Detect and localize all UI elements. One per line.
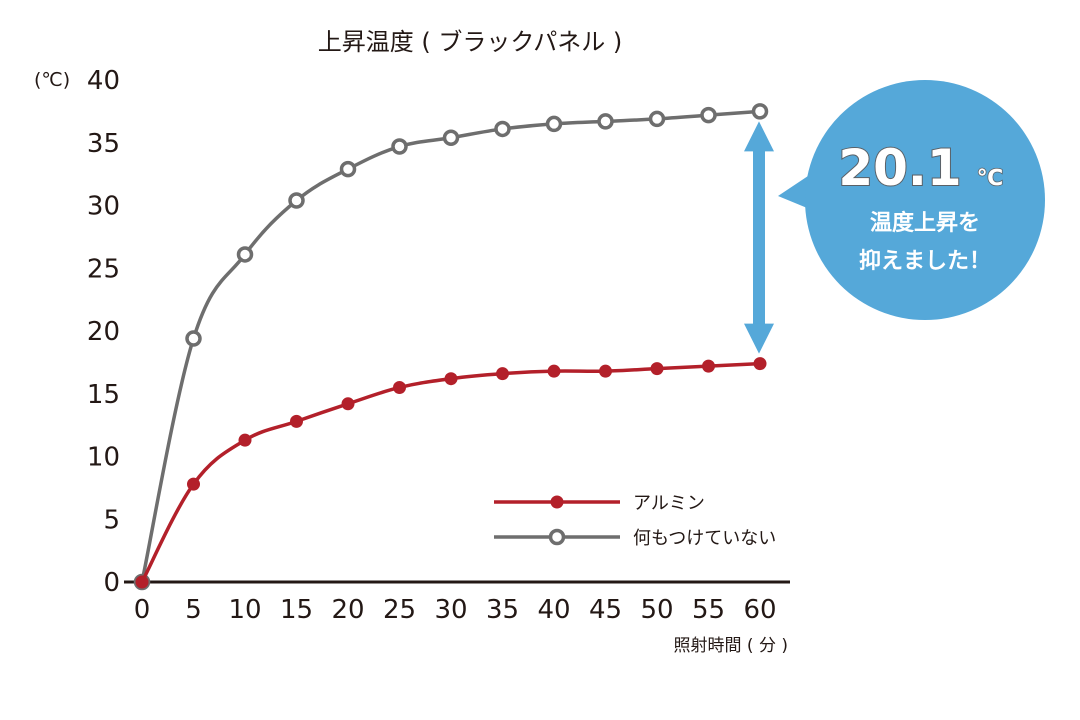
legend-marker-untreated xyxy=(548,528,566,546)
x-tick-label: 60 xyxy=(743,595,776,625)
x-tick-label: 0 xyxy=(134,595,151,625)
data-point-untreated xyxy=(236,246,254,263)
data-point-untreated xyxy=(494,120,511,138)
y-tick-label: 10 xyxy=(87,443,120,473)
data-point-untreated xyxy=(648,110,666,128)
x-tick-label: 15 xyxy=(280,595,313,625)
series-line-aluminium xyxy=(140,361,761,583)
data-point-aluminium xyxy=(702,359,715,373)
legend-label-untreated: 何もつけていない xyxy=(633,528,776,549)
legend-label-aluminium: アルミン xyxy=(633,493,705,514)
y-tick-label: 40 xyxy=(87,66,120,96)
data-point-aluminium xyxy=(393,380,406,394)
x-tick-label: 25 xyxy=(383,595,416,625)
data-point-aluminium xyxy=(290,414,303,428)
data-point-aluminium xyxy=(650,362,664,376)
legend-marker-aluminium xyxy=(550,495,564,509)
data-point-untreated xyxy=(545,115,563,133)
series-aluminium xyxy=(135,357,767,589)
data-point-untreated xyxy=(700,106,717,124)
annotation-message-line-2: 抑えました！ xyxy=(859,249,991,274)
data-point-untreated xyxy=(339,160,357,178)
data-point-aluminium xyxy=(187,477,200,491)
data-point-untreated xyxy=(288,192,305,209)
y-tick-label: 20 xyxy=(87,317,120,347)
annotation-message-line-1: 温度上昇を xyxy=(870,210,980,236)
y-tick-label: 5 xyxy=(103,505,120,535)
data-point-untreated xyxy=(597,113,614,130)
x-tick-label: 55 xyxy=(692,595,725,625)
speech-bubble-tail xyxy=(778,176,812,210)
data-point-aluminium xyxy=(599,364,612,378)
data-point-untreated xyxy=(442,129,460,146)
data-point-untreated xyxy=(751,103,769,120)
data-point-untreated xyxy=(391,138,408,155)
x-tick-label: 5 xyxy=(185,595,202,625)
y-axis-unit-label: (℃) xyxy=(34,69,70,91)
x-tick-label: 35 xyxy=(486,595,519,625)
x-tick-label: 40 xyxy=(537,595,570,625)
difference-arrow-head-down xyxy=(744,323,774,354)
data-point-untreated xyxy=(185,330,202,347)
chart-title: 上昇温度 ( ブラックパネル ) xyxy=(318,28,622,56)
data-point-aluminium xyxy=(135,575,149,589)
difference-arrow-head-up xyxy=(744,121,774,152)
y-tick-label: 35 xyxy=(87,129,120,159)
x-tick-label: 50 xyxy=(640,595,673,625)
data-point-aluminium xyxy=(547,364,561,378)
x-tick-label: 30 xyxy=(434,595,467,625)
speech-bubble xyxy=(805,80,1045,320)
y-tick-label: 15 xyxy=(87,380,120,410)
x-tick-label: 10 xyxy=(228,595,261,625)
series-layer xyxy=(133,103,769,591)
x-tick-label: 45 xyxy=(589,595,622,625)
data-point-aluminium xyxy=(341,397,355,411)
difference-value: 20.1 xyxy=(838,139,961,197)
difference-unit: ℃ xyxy=(977,166,1004,191)
x-axis-label: 照射時間 ( 分 ) xyxy=(674,636,788,656)
x-tick-label: 20 xyxy=(331,595,364,625)
y-tick-label: 0 xyxy=(103,568,120,598)
data-point-aluminium xyxy=(238,433,252,447)
series-untreated xyxy=(133,103,769,591)
y-tick-label: 30 xyxy=(87,192,120,222)
axes-layer: 0 5 10 15 20 25 30 35 40 0 5 10 15 20 25 30 35 40 45 50 55 60 xyxy=(87,66,790,625)
data-point-aluminium xyxy=(444,372,458,386)
data-point-aluminium xyxy=(496,367,509,381)
data-point-aluminium xyxy=(753,357,767,371)
difference-arrow-shaft xyxy=(753,147,765,328)
y-tick-label: 25 xyxy=(87,254,120,284)
